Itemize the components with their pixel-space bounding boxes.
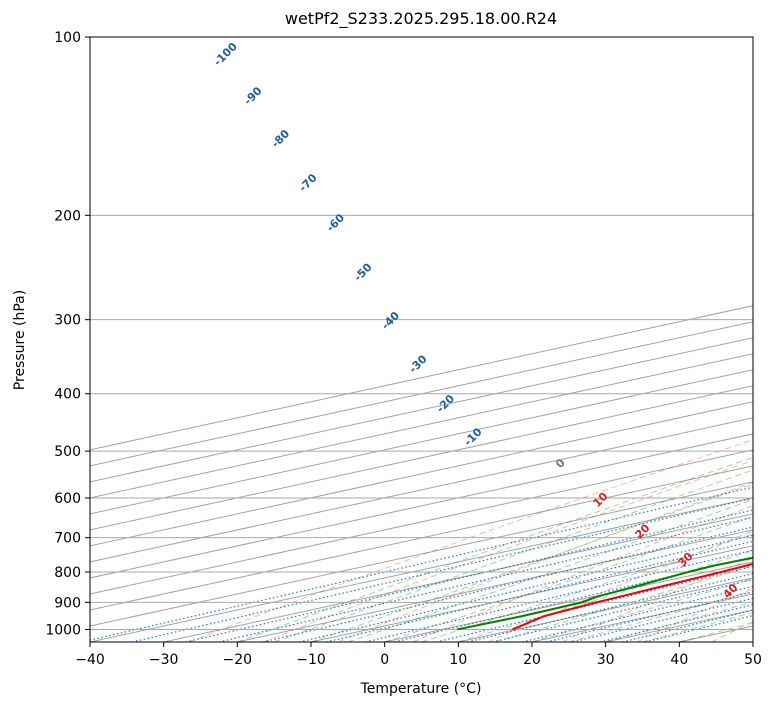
chart-title: wetPf2_S233.2025.295.18.00.R24 bbox=[285, 9, 557, 29]
y-tick-label: 600 bbox=[54, 491, 81, 507]
isotherm-line bbox=[163, 513, 753, 642]
isotherm-label: -90 bbox=[241, 84, 264, 107]
mixing-ratio-line bbox=[521, 585, 753, 642]
sounding-series bbox=[456, 556, 753, 631]
isotherm-line bbox=[90, 465, 753, 611]
mixing-ratio-lines bbox=[90, 486, 753, 642]
moist-adiabat-line bbox=[274, 469, 753, 642]
x-tick-label: 30 bbox=[597, 652, 615, 668]
dry-adiabat-line bbox=[188, 439, 753, 642]
isotherm-line bbox=[90, 417, 753, 563]
y-axis-label: Pressure (hPa) bbox=[12, 290, 28, 390]
dry-adiabat-line bbox=[562, 557, 753, 642]
isotherm-line bbox=[90, 481, 753, 627]
x-tick-label: 20 bbox=[523, 652, 541, 668]
mixing-ratio-line bbox=[218, 516, 753, 642]
moist-adiabat-line bbox=[531, 578, 753, 642]
moist-adiabats bbox=[237, 456, 753, 642]
x-axis-ticks: −40 −30 −20 −10 0 10 20 30 40 50 bbox=[75, 642, 762, 668]
y-tick-label: 400 bbox=[54, 387, 81, 403]
isotherm-label: -40 bbox=[379, 309, 402, 332]
isotherm-line bbox=[752, 641, 753, 642]
wetbulb-label: 10 bbox=[591, 490, 611, 510]
skewed-isotherms bbox=[90, 305, 753, 642]
x-tick-label: 40 bbox=[670, 652, 688, 668]
dewpoint-line bbox=[456, 556, 753, 631]
y-tick-label: 700 bbox=[54, 531, 81, 547]
mixing-ratio-line bbox=[90, 486, 753, 641]
dry-adiabat-line bbox=[487, 530, 753, 642]
mixing-ratio-line bbox=[467, 572, 753, 642]
isotherm-line bbox=[237, 529, 753, 642]
isotherm-label: -60 bbox=[324, 211, 347, 234]
x-tick-label: 50 bbox=[744, 652, 762, 668]
x-axis-label: Temperature (°C) bbox=[360, 681, 482, 697]
x-tick-label: 10 bbox=[449, 652, 467, 668]
y-tick-label: 100 bbox=[54, 30, 81, 46]
isotherm-line bbox=[90, 385, 753, 531]
isotherm-line bbox=[90, 353, 753, 499]
x-tick-label: −30 bbox=[149, 652, 179, 668]
isotherm-label: -20 bbox=[434, 392, 457, 415]
isotherm-line bbox=[90, 401, 753, 547]
y-tick-label: 800 bbox=[54, 565, 81, 581]
temperature-line bbox=[512, 562, 753, 631]
isotherm-label: -50 bbox=[351, 260, 374, 283]
wetbulb-label: 30 bbox=[676, 549, 696, 569]
isotherm-line bbox=[90, 337, 753, 483]
dry-adiabat-line bbox=[263, 459, 753, 642]
y-tick-label: 300 bbox=[54, 313, 81, 329]
y-tick-label: 900 bbox=[54, 595, 81, 611]
isotherm-line bbox=[90, 369, 753, 515]
y-tick-label: 200 bbox=[54, 208, 81, 224]
dry-adiabat-line bbox=[338, 481, 753, 642]
plot-frame bbox=[89, 36, 754, 643]
mixing-ratio-line bbox=[325, 540, 753, 642]
moist-adiabat-line bbox=[310, 483, 753, 642]
isotherm-label: -30 bbox=[406, 352, 429, 375]
moist-adiabat-line bbox=[237, 456, 753, 642]
moist-adiabat-line bbox=[384, 515, 753, 642]
x-tick-label: −40 bbox=[75, 652, 105, 668]
isotherm-line bbox=[90, 305, 753, 451]
y-tick-label: 1000 bbox=[45, 622, 81, 638]
moist-adiabat-line bbox=[347, 498, 753, 642]
pressure-gridlines bbox=[90, 37, 753, 630]
isotherm-line bbox=[310, 545, 753, 642]
y-axis-ticks: 1000 900 800 700 600 500 400 300 200 100 bbox=[45, 30, 90, 638]
isotherm-label: -70 bbox=[296, 171, 319, 194]
isotherm-label: -100 bbox=[211, 40, 240, 69]
isotherm-line bbox=[90, 321, 753, 467]
dry-adiabat-line bbox=[636, 587, 753, 642]
moist-adiabat-line bbox=[458, 550, 753, 642]
isotherm-label: -80 bbox=[269, 127, 292, 150]
dry-adiabat-line bbox=[412, 505, 753, 642]
isotherm-line bbox=[90, 449, 753, 595]
isotherm-line bbox=[90, 433, 753, 579]
mixing-ratio-line bbox=[131, 497, 753, 642]
mixing-ratio-line bbox=[492, 578, 753, 642]
moist-adiabat-line bbox=[495, 565, 753, 642]
isotherm-line bbox=[90, 497, 753, 642]
x-tick-label: 0 bbox=[380, 652, 389, 668]
x-tick-label: −10 bbox=[296, 652, 326, 668]
x-tick-label: −20 bbox=[223, 652, 253, 668]
wetbulb-label: 20 bbox=[633, 521, 653, 541]
y-tick-label: 500 bbox=[54, 444, 81, 460]
plot-area: 0.10.20.40.611.52346810131620253036-100-… bbox=[90, 37, 753, 642]
mixing-ratio-line bbox=[299, 534, 753, 642]
mixing-ratio-line bbox=[436, 565, 753, 642]
